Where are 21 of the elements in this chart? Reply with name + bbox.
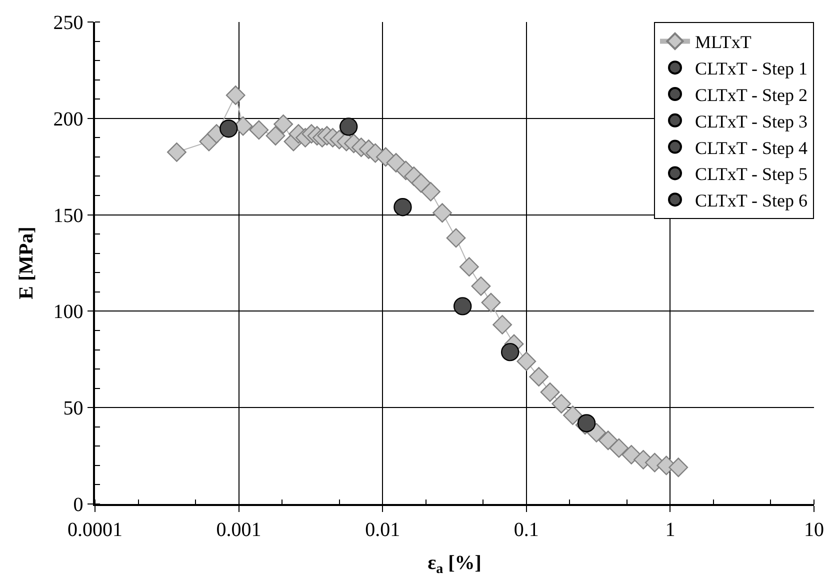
legend-label: CLTxT - Step 3: [695, 111, 808, 132]
legend-label: CLTxT - Step 1: [695, 58, 808, 79]
y-tick-label: 100: [53, 301, 84, 324]
legend-label: CLTxT - Step 4: [695, 138, 808, 158]
y-tick-label: 50: [63, 398, 84, 420]
y-tick-label: 150: [53, 204, 84, 227]
y-tick-label: 200: [53, 108, 84, 130]
x-tick-label: 0.1: [514, 518, 539, 541]
legend-label: CLTxT - Step 5: [695, 164, 808, 184]
legend-label: MLTxT: [695, 32, 752, 52]
x-tick-label: 0.01: [365, 518, 400, 541]
x-tick-label: 1: [665, 518, 676, 541]
x-tick-label: 0.0001: [68, 518, 122, 541]
x-tick-label: 0.001: [216, 518, 262, 541]
x-tick-label: 10: [804, 518, 824, 541]
y-axis-title: E [MPa]: [15, 226, 38, 300]
x-axis-title: ε$_{a}$ [%]: [428, 552, 482, 577]
y-tick-label: 250: [53, 12, 84, 34]
legend-label: CLTxT - Step 6: [695, 190, 808, 211]
y-tick-label: 0: [73, 494, 84, 516]
legend-label: CLTxT - Step 2: [695, 85, 808, 106]
